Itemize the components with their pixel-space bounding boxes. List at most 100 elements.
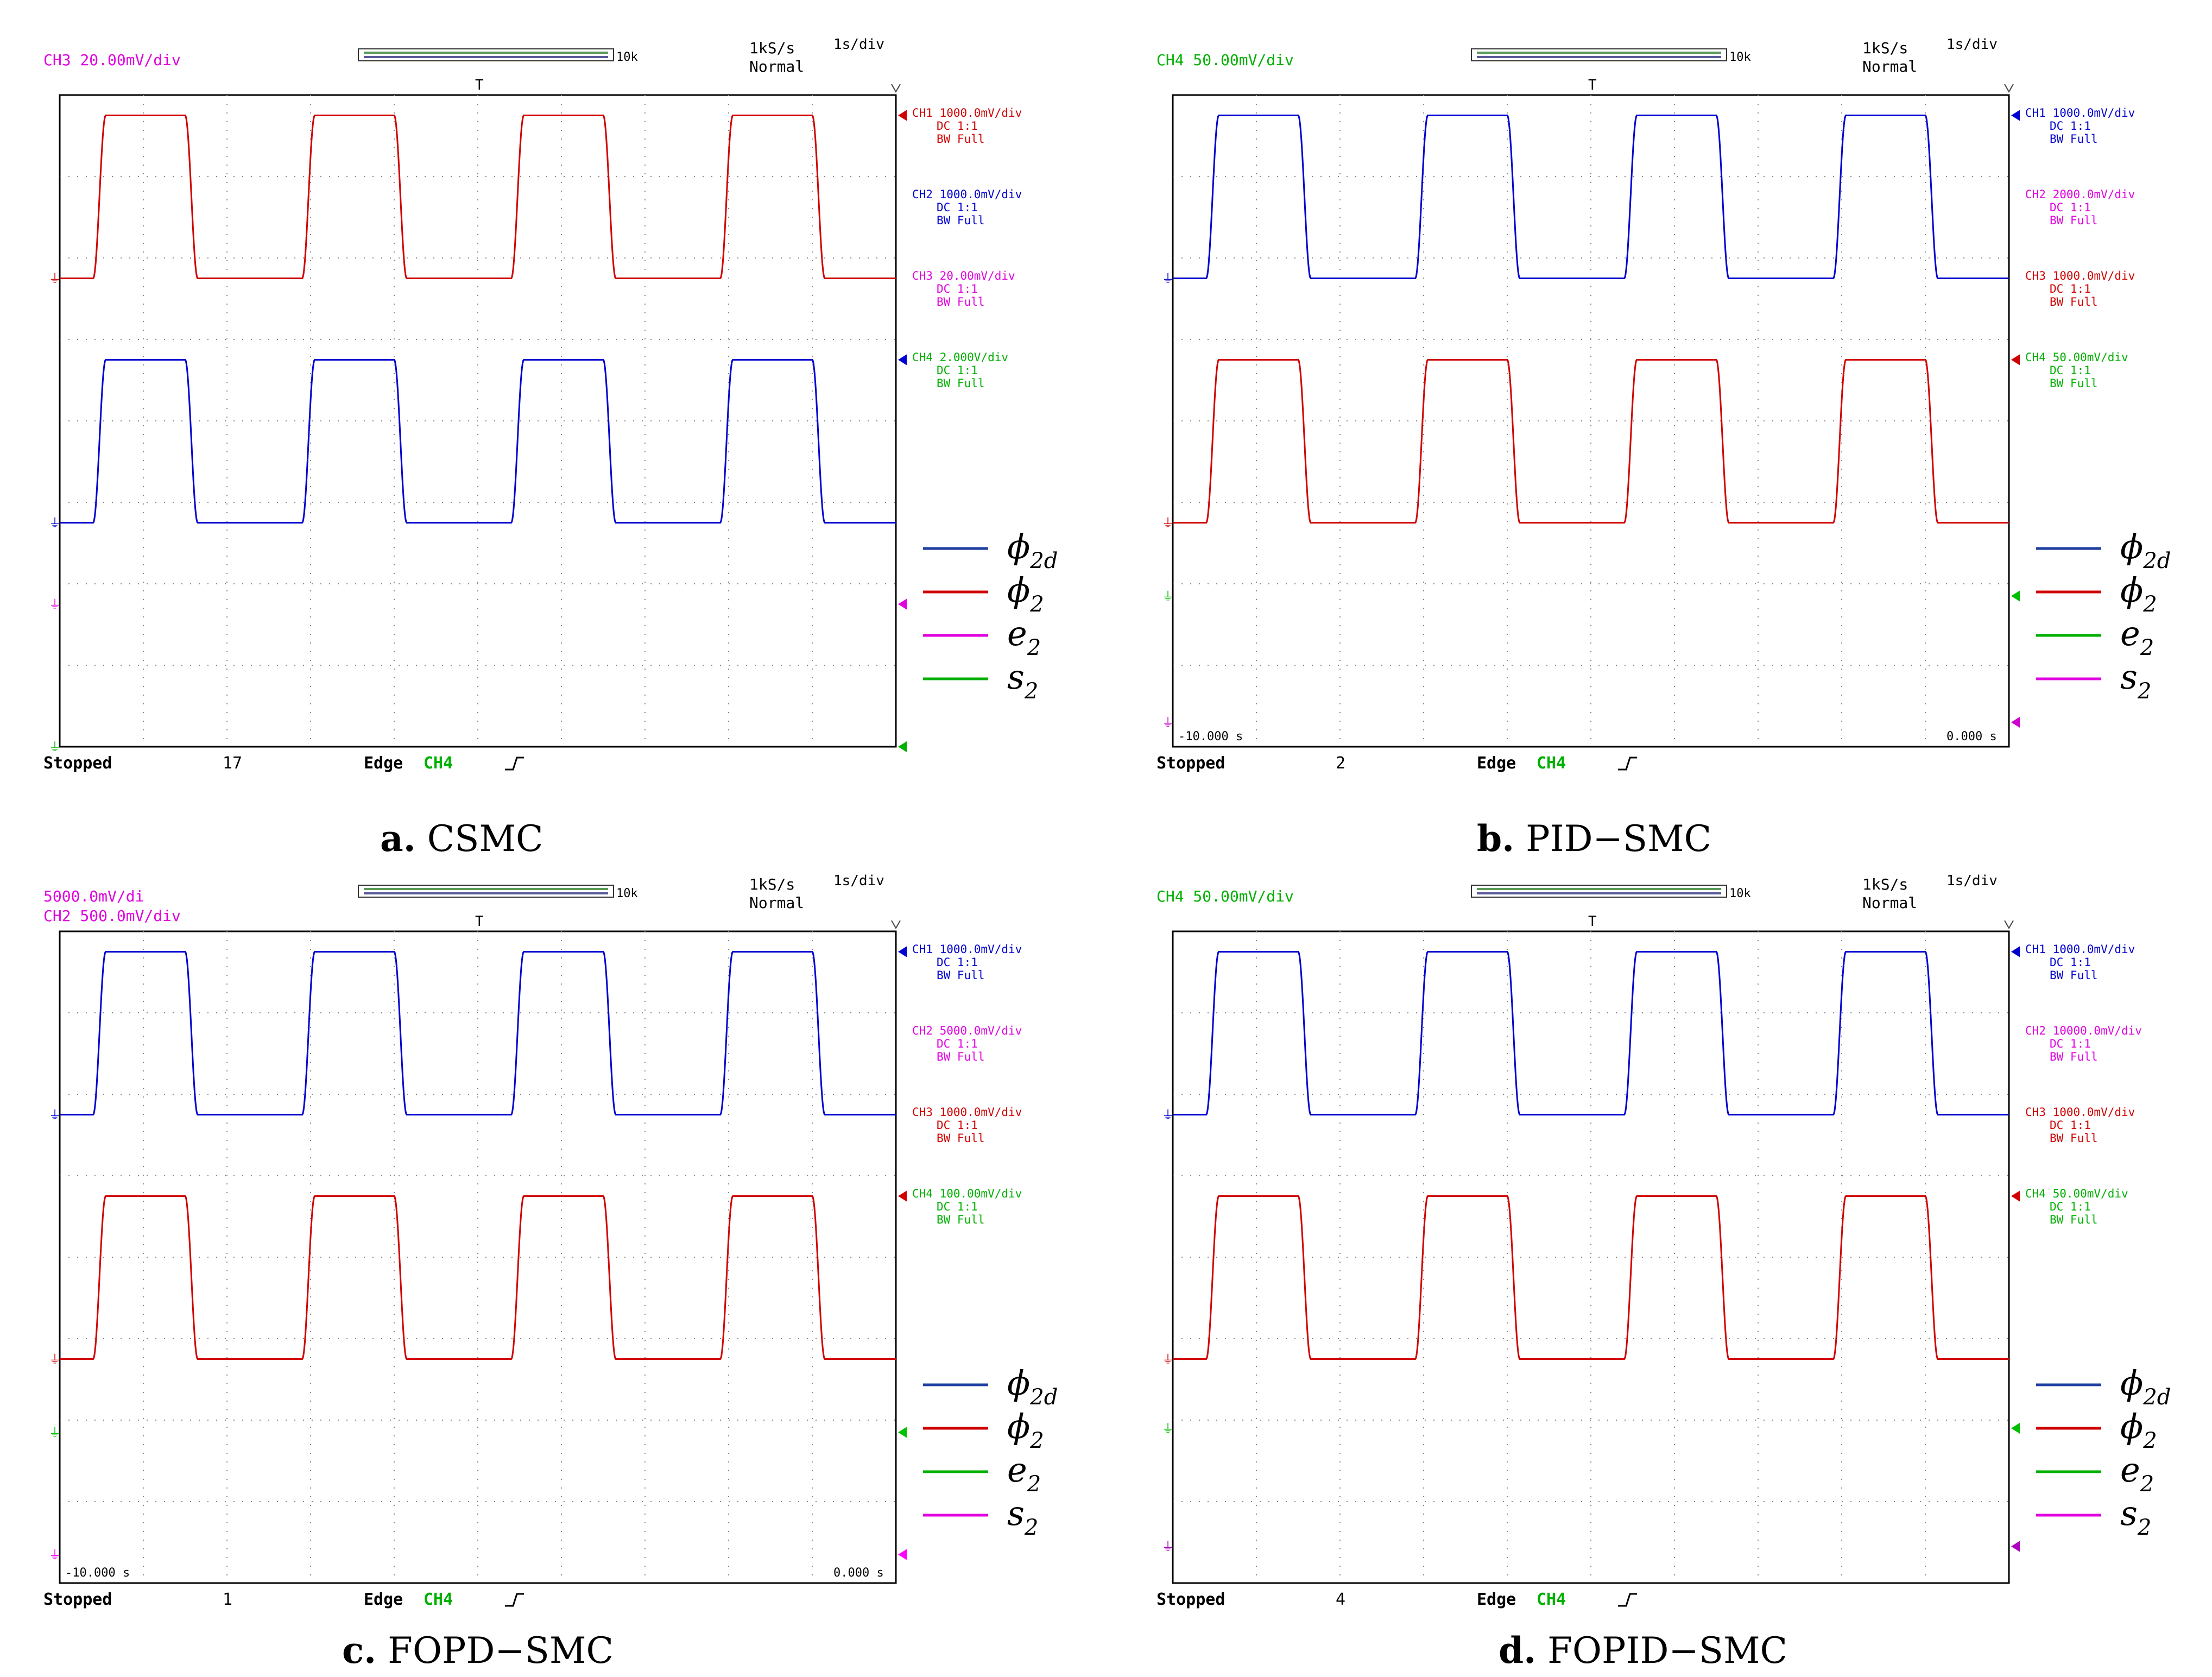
channel-marker	[2011, 1190, 2020, 1202]
channel-bandwidth: BW Full	[937, 295, 985, 308]
ground-marker: ⏚	[49, 1353, 61, 1367]
channel-bandwidth: BW Full	[2050, 1213, 2098, 1226]
trigger-source: CH4	[1537, 1590, 1566, 1609]
channel-bandwidth: BW Full	[937, 1050, 985, 1063]
channel-coupling: DC 1:1	[2050, 956, 2091, 969]
timebase: 1s/div	[1946, 36, 1998, 53]
legend-subscript: 2	[1024, 679, 1038, 704]
legend-label: e2	[2120, 614, 2154, 660]
time-end: 0.000 s	[833, 1566, 884, 1580]
zoom-bar-frame	[358, 885, 614, 898]
legend-label: e2	[1007, 1450, 1041, 1497]
channel-coupling: DC 1:1	[2050, 1119, 2091, 1132]
graticule	[1173, 931, 2009, 1583]
trigger-source: CH4	[424, 1590, 453, 1609]
channel-coupling: DC 1:1	[2050, 1037, 2091, 1050]
legend-label: ϕ2d	[2120, 527, 2171, 573]
channel-info-ch1: CH1 1000.0mV/div	[2025, 943, 2135, 956]
graticule	[60, 95, 896, 747]
acq-mode: Normal	[749, 58, 804, 75]
acq-mode: Normal	[749, 894, 804, 912]
legend-label: e2	[1007, 614, 1041, 660]
acq-count: 1	[223, 1590, 232, 1609]
channel-marker	[2011, 354, 2020, 365]
status-text: Stopped	[43, 1590, 112, 1609]
zoom-bar-frame	[358, 48, 614, 61]
legend-subscript: 2	[2137, 679, 2151, 704]
trace-phi-2d	[60, 115, 896, 279]
zoom-bar-frame	[1471, 885, 1727, 898]
legend-label: ϕ2	[2120, 1407, 2157, 1453]
channel-coupling: DC 1:1	[937, 1037, 978, 1050]
channel-marker	[2011, 590, 2020, 602]
scope-screen	[60, 95, 897, 748]
time-start: -10.000 s	[1178, 730, 1243, 743]
legend-subscript: 2d	[1029, 1385, 1058, 1410]
channel-bandwidth: BW Full	[937, 1213, 985, 1226]
trigger-type: Edge	[364, 754, 403, 773]
zoom-label: 10k	[616, 887, 638, 900]
ground-marker: ⏚	[1162, 590, 1174, 604]
status-text: Stopped	[1156, 1590, 1225, 1609]
legend-label: s2	[2120, 1493, 2151, 1540]
channel-bandwidth: BW Full	[937, 214, 985, 227]
zoom-bar	[1471, 48, 1727, 61]
channel-coupling: DC 1:1	[937, 119, 978, 133]
zoom-bar-fill-top	[364, 52, 608, 54]
trigger-level-arrow	[891, 84, 901, 93]
legend-subscript: 2	[2140, 635, 2154, 660]
header-channel-scale: CH2 500.0mV/div	[43, 907, 181, 925]
time-start: -10.000 s	[65, 1566, 130, 1580]
channel-info-ch3: CH3 20.00mV/div	[912, 269, 1015, 282]
ground-marker: ⏚	[49, 1549, 61, 1562]
ground-marker: ⏚	[49, 517, 61, 531]
channel-marker	[2011, 717, 2020, 728]
channel-bandwidth: BW Full	[937, 377, 985, 390]
zoom-label: 10k	[1729, 51, 1751, 64]
caption-c: c. FOPD−SMC	[342, 1629, 614, 1672]
caption-b: b. PID−SMC	[1477, 817, 1712, 860]
ground-marker: ⏚	[49, 1109, 61, 1123]
legend-subscript: 2	[2137, 1515, 2151, 1540]
zoom-bar-fill-top	[364, 888, 608, 890]
time-end: 0.000 s	[1946, 730, 1997, 743]
channel-bandwidth: BW Full	[2050, 377, 2098, 390]
sample-rate: 1kS/s	[749, 875, 795, 893]
channel-coupling: DC 1:1	[937, 1200, 978, 1213]
channel-coupling: DC 1:1	[2050, 1200, 2091, 1213]
channel-info-ch4: CH4 2.000V/div	[912, 351, 1008, 364]
trigger-marker: T	[475, 77, 484, 93]
channel-info-ch4: CH4 100.00mV/div	[912, 1187, 1022, 1200]
graticule	[60, 931, 896, 1583]
trace-phi-2d	[60, 951, 896, 1115]
zoom-bar-fill-top	[1477, 888, 1721, 890]
channel-info-ch4: CH4 50.00mV/div	[2025, 1187, 2128, 1200]
acq-count: 2	[1336, 754, 1345, 773]
trace-phi-2	[60, 359, 896, 524]
ground-marker: ⏚	[1162, 273, 1174, 286]
channel-info-ch1: CH1 1000.0mV/div	[2025, 106, 2135, 119]
channel-bandwidth: BW Full	[2050, 969, 2098, 982]
legend-subscript: 2	[2143, 592, 2157, 617]
header-channel-scale: CH4 50.00mV/div	[1156, 51, 1294, 69]
trigger-marker: T	[1588, 913, 1597, 930]
scope-screen	[1173, 95, 2010, 748]
ground-marker: ⏚	[1162, 1109, 1174, 1123]
trace-phi-2	[60, 1195, 896, 1360]
trigger-source: CH4	[1537, 754, 1566, 773]
trigger-type: Edge	[1477, 1590, 1516, 1609]
channel-info-ch3: CH3 1000.0mV/div	[2025, 269, 2135, 282]
caption-a: a. CSMC	[380, 817, 543, 860]
zoom-bar-frame	[1471, 48, 1727, 61]
channel-marker	[898, 110, 907, 121]
channel-bandwidth: BW Full	[937, 1132, 985, 1145]
channel-bandwidth: BW Full	[2050, 1050, 2098, 1063]
legend-subscript: 2	[2140, 1472, 2154, 1497]
timebase: 1s/div	[1946, 873, 1998, 889]
acq-mode: Normal	[1862, 894, 1917, 912]
zoom-bar	[1471, 885, 1727, 898]
legend-subscript: 2	[1029, 1428, 1044, 1453]
